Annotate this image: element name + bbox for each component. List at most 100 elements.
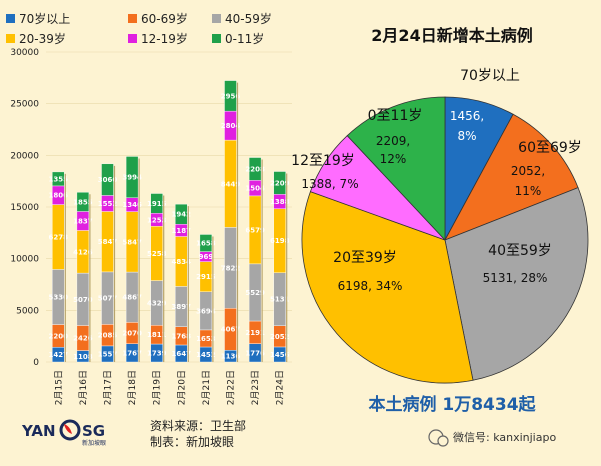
- bar-data-label: 4329: [147, 299, 167, 307]
- x-category-label: 2月18日: [127, 370, 138, 405]
- bar-data-label: 2956: [221, 92, 241, 100]
- y-tick-label: 25000: [10, 100, 39, 110]
- bar-data-label: 1767: [122, 349, 142, 357]
- bar-data-label: 1557: [98, 350, 118, 358]
- y-tick-label: 20000: [10, 151, 39, 161]
- pie-slice-name: 12至19岁: [291, 153, 355, 169]
- x-category-label: 2月16日: [78, 370, 89, 405]
- bar-data-label: 2209: [270, 179, 290, 187]
- pie-labels: 70岁以上 1456, 8% 60至69岁 2052, 11% 40至59岁 5131, 28…: [291, 68, 582, 293]
- pie-slice-percent: 12%: [380, 152, 407, 166]
- legend-swatch: [212, 34, 221, 43]
- x-category-label: 2月20日: [176, 370, 187, 405]
- bar-segment: [150, 193, 163, 214]
- pie-slice: [444, 187, 589, 381]
- bar-data-label: 1837: [73, 217, 93, 225]
- logo-text-sg: SG: [82, 422, 105, 440]
- pie-slice-value: 2052,: [511, 164, 545, 178]
- yan-sg-logo: YAN SG 新加坡眼: [21, 419, 106, 447]
- bar-data-label: 1136: [221, 353, 241, 361]
- bar-data-label: 3694: [196, 307, 216, 315]
- bar-data-label: 1658: [196, 240, 216, 248]
- bar-data-label: 2191: [245, 329, 265, 337]
- pie-slice-value: 1456,: [450, 109, 484, 123]
- bar-data-label: 3060: [98, 176, 118, 184]
- bar-data-label: 1768: [172, 332, 192, 340]
- legend-label: 12-19岁: [141, 31, 188, 46]
- legend-label: 0-11岁: [225, 31, 264, 46]
- bar-data-label: 6198: [270, 237, 290, 245]
- pie-title: 2月24日新增本土病例: [371, 26, 532, 45]
- bar-data-label: 5330: [49, 293, 69, 301]
- bar-data-label: 5847: [98, 238, 118, 246]
- logo-q-ring: [59, 419, 81, 441]
- source-line: 资料来源：卫生部: [150, 418, 246, 433]
- stacked-bars: 1427 2200 5330 6278 1806 1355 1108 2426 5070 4126…: [49, 80, 290, 363]
- bar-segment: [125, 156, 139, 198]
- bar-segment: [76, 192, 90, 212]
- x-category-label: 2月22日: [226, 370, 237, 405]
- legend-swatch: [128, 14, 137, 23]
- pie-slice-name: 0至11岁: [368, 108, 423, 124]
- bar-data-label: 6579: [245, 226, 265, 234]
- bar-data-label: 1552: [98, 200, 118, 208]
- bar-x-axis-labels: 2月15日 2月16日 2月17日 2月18日 2月19日 2月20日 2月21日 2月22日…: [53, 370, 285, 405]
- bar-data-label: 2208: [245, 165, 265, 173]
- bar-segment: [199, 234, 213, 252]
- pie-slice-value: 1388, 7%: [301, 177, 358, 191]
- wechat-watermark: 微信号: kanxinjiapo: [428, 429, 556, 447]
- logo-text-yan: YAN: [21, 422, 56, 440]
- y-tick-label: 5000: [16, 306, 39, 316]
- bar-segment: [52, 171, 65, 187]
- bar-data-label: 1355: [49, 175, 69, 183]
- pie-slice: [444, 113, 579, 241]
- bar-segment: [101, 163, 114, 196]
- bar-legend: 70岁以上 60-69岁 40-59岁 20-39岁 12-19岁 0-11岁: [6, 11, 272, 46]
- x-category-label: 2月15日: [53, 370, 64, 405]
- bar-data-label: 1187: [172, 227, 192, 235]
- y-tick-label: 0: [33, 358, 39, 368]
- bar-data-label: 1653: [196, 335, 216, 343]
- x-category-label: 2月21日: [201, 370, 212, 405]
- y-tick-label: 30000: [10, 48, 39, 58]
- x-category-label: 2月17日: [103, 370, 114, 405]
- bar-data-label: 2915: [196, 273, 216, 281]
- x-category-label: 2月23日: [250, 370, 261, 405]
- bar-data-label: 5131: [270, 296, 290, 304]
- bar-y-axis: 0 5000 10000 15000 20000 25000 30000: [10, 48, 39, 368]
- bar-data-label: 1915: [147, 200, 167, 208]
- pie-slice: [346, 96, 446, 242]
- pie-slice: [301, 191, 474, 384]
- total-cases-label: 本土病例 1万8434起: [368, 394, 536, 415]
- legend-label: 60-69岁: [141, 11, 188, 26]
- bar-data-label: 7822: [221, 264, 241, 272]
- bar-data-label: 1346: [122, 201, 142, 209]
- logo-q-mark: [64, 424, 72, 434]
- y-tick-label: 10000: [10, 255, 39, 265]
- bar-data-label: 8449: [221, 180, 241, 188]
- pie-slice-name: 70岁以上: [460, 68, 520, 84]
- pie-slice-value: 2209,: [376, 134, 410, 148]
- legend-label: 20-39岁: [19, 31, 66, 46]
- bar-data-label: 1427: [49, 351, 69, 359]
- bar-data-label: 1253: [147, 216, 167, 224]
- bar-data-label: 5847: [122, 238, 142, 246]
- bar-data-label: 5070: [73, 296, 93, 304]
- pie-slice-name: 40至59岁: [488, 243, 552, 259]
- bar-segment: [175, 203, 188, 225]
- pie-slice-percent: 11%: [515, 184, 542, 198]
- y-tick-label: 15000: [10, 203, 39, 213]
- legend-label: 70岁以上: [19, 11, 70, 26]
- bar-data-label: 4834: [172, 258, 192, 266]
- bar-data-label: 1739: [147, 350, 167, 358]
- bar-data-label: 6278: [49, 234, 69, 242]
- legend-swatch: [6, 14, 15, 23]
- logo-subtext: 新加坡眼: [82, 439, 106, 447]
- x-category-label: 2月19日: [152, 370, 163, 405]
- wechat-id: 微信号: kanxinjiapo: [453, 430, 556, 444]
- bar-data-label: 2070: [122, 330, 142, 338]
- legend-swatch: [128, 34, 137, 43]
- pie-slice-percent: 8%: [457, 129, 476, 143]
- pie-slice-name: 20至39岁: [333, 250, 397, 266]
- bar-segment: [224, 80, 237, 112]
